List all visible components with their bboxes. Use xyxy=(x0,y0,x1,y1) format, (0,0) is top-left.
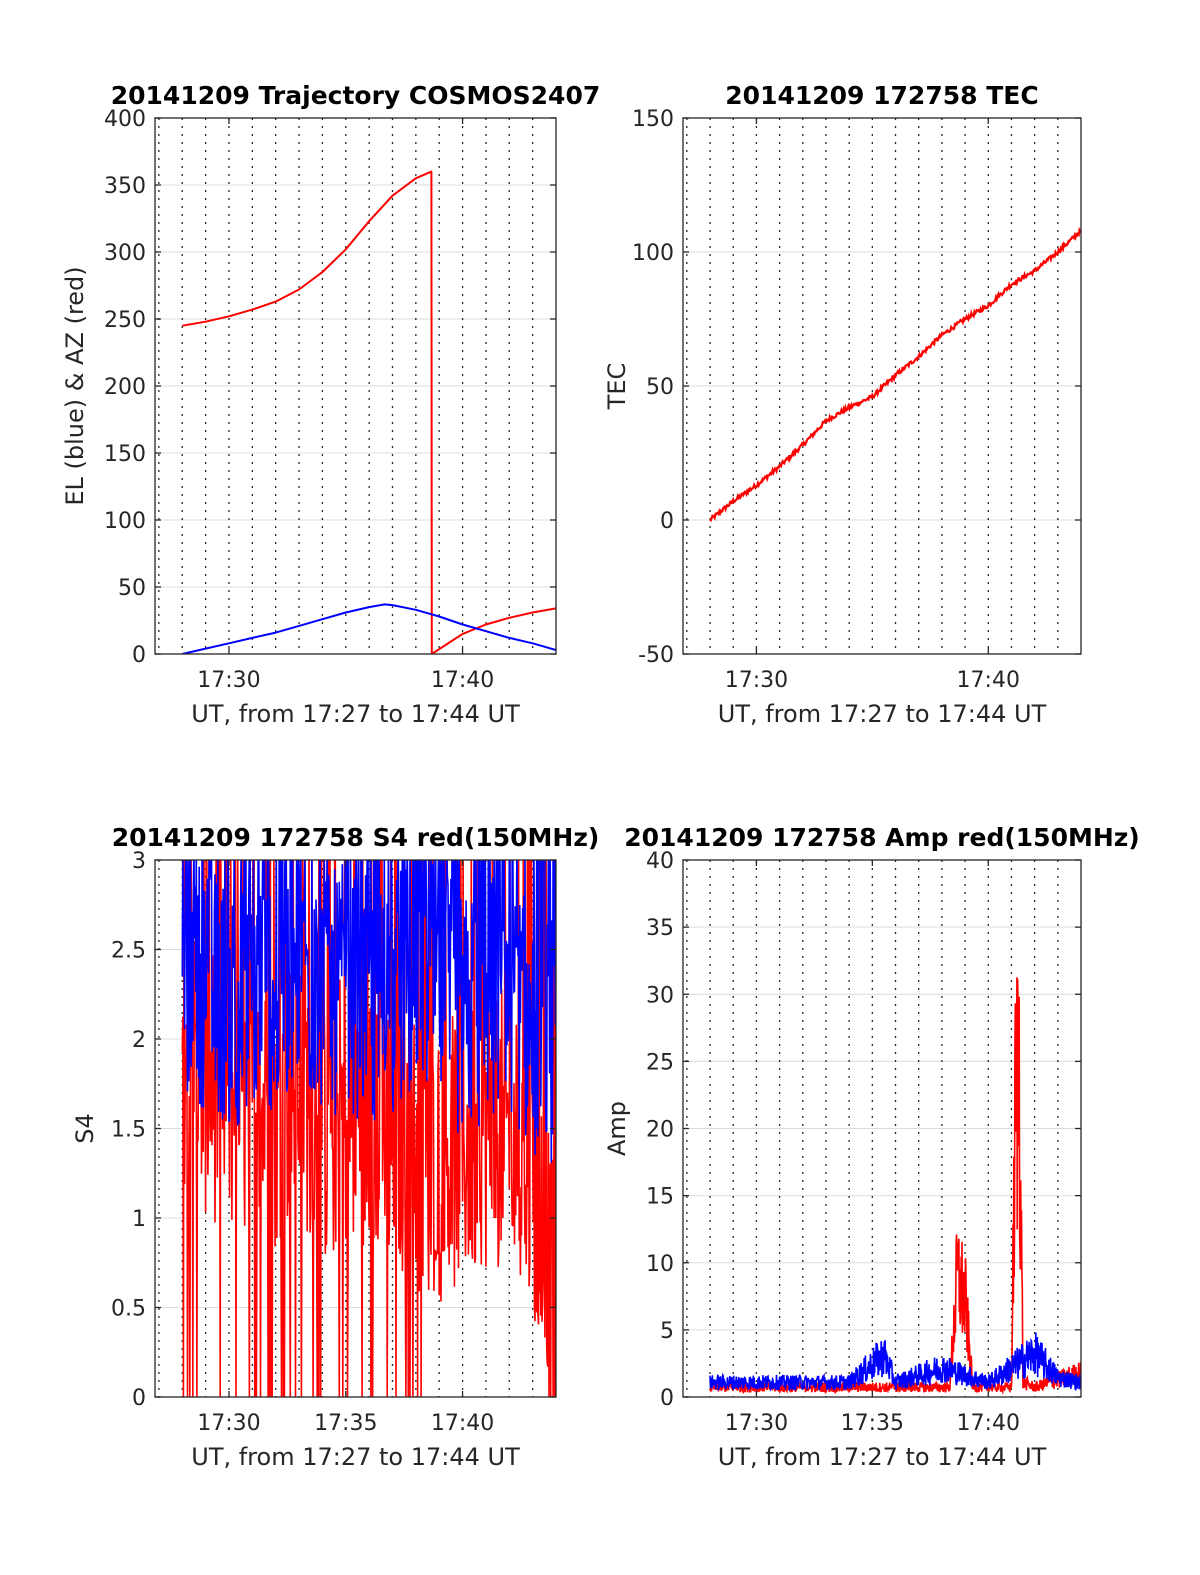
series-line xyxy=(182,170,556,654)
y-tick-label: 50 xyxy=(118,576,146,601)
y-axis-label: TEC xyxy=(603,363,631,411)
x-tick-label: 17:40 xyxy=(431,668,494,693)
series-line xyxy=(709,226,1081,523)
y-tick-label: 0 xyxy=(660,509,674,534)
series-line xyxy=(181,860,556,1163)
y-axis-label: S4 xyxy=(71,1113,99,1144)
y-tick-label: 0.5 xyxy=(111,1297,146,1322)
y-axis-label: Amp xyxy=(603,1101,631,1156)
plot-area xyxy=(181,860,556,1397)
chart-amp: 0 5 10 15 20 25 30 35 40 17:30 17:35 17:40 20141209 … xyxy=(603,823,1140,1471)
y-tick-label: 0 xyxy=(660,1386,674,1411)
y-tick-label: 1.5 xyxy=(111,1118,146,1143)
chart-tec: -50 0 50 100 150 17:30 17:40 20141209 172758 TE… xyxy=(603,81,1082,728)
x-tick-label: 17:35 xyxy=(841,1411,904,1436)
plot-area xyxy=(709,226,1081,523)
y-tick-label: 5 xyxy=(660,1319,674,1344)
y-tick-label: 25 xyxy=(646,1050,674,1075)
y-tick-label: 250 xyxy=(104,308,146,333)
x-tick-label: 17:30 xyxy=(197,1411,260,1436)
y-tick-label: 40 xyxy=(646,849,674,874)
plot-area xyxy=(709,977,1081,1395)
y-tick-label: 0 xyxy=(132,643,146,668)
x-tick-label: 17:40 xyxy=(431,1411,494,1436)
plot-area xyxy=(182,170,556,654)
chart-title: 20141209 172758 TEC xyxy=(725,81,1038,110)
y-tick-label: 3 xyxy=(132,849,146,874)
series-line xyxy=(709,1332,1081,1392)
y-tick-label: 30 xyxy=(646,983,674,1008)
y-tick-label: 0 xyxy=(132,1386,146,1411)
y-tick-label: 35 xyxy=(646,916,674,941)
y-tick-label: 2 xyxy=(132,1028,146,1053)
chart-s4: 0 0.5 1 1.5 2 2.5 3 17:30 17:35 17:40 20141209 172… xyxy=(71,823,599,1471)
x-tick-label: 17:30 xyxy=(197,668,260,693)
chart-title: 20141209 172758 S4 red(150MHz) xyxy=(112,823,600,852)
y-tick-label: 1 xyxy=(132,1207,146,1232)
y-tick-label: 15 xyxy=(646,1185,674,1210)
y-tick-label: 10 xyxy=(646,1252,674,1277)
x-tick-label: 17:35 xyxy=(314,1411,377,1436)
y-tick-label: 2.5 xyxy=(111,939,146,964)
x-axis-label: UT, from 17:27 to 17:44 UT xyxy=(191,1443,520,1471)
y-tick-label: 300 xyxy=(104,241,146,266)
chart-title: 20141209 Trajectory COSMOS2407 xyxy=(111,81,601,110)
x-tick-label: 17:30 xyxy=(725,668,788,693)
y-tick-label: 200 xyxy=(104,375,146,400)
y-tick-label: 150 xyxy=(632,107,674,132)
x-tick-label: 17:40 xyxy=(957,668,1020,693)
y-tick-label: -50 xyxy=(638,643,674,668)
x-axis-label: UT, from 17:27 to 17:44 UT xyxy=(718,1443,1047,1471)
y-tick-label: 350 xyxy=(104,174,146,199)
x-tick-label: 17:40 xyxy=(957,1411,1020,1436)
y-axis-label: EL (blue) & AZ (red) xyxy=(61,266,89,505)
x-axis-label: UT, from 17:27 to 17:44 UT xyxy=(718,700,1047,728)
y-tick-label: 20 xyxy=(646,1118,674,1143)
y-tick-label: 100 xyxy=(104,509,146,534)
y-tick-label: 150 xyxy=(104,442,146,467)
y-tick-label: 100 xyxy=(632,241,674,266)
y-tick-label: 400 xyxy=(104,107,146,132)
y-tick-label: 50 xyxy=(646,375,674,400)
chart-title: 20141209 172758 Amp red(150MHz) xyxy=(624,823,1140,852)
x-tick-label: 17:30 xyxy=(725,1411,788,1436)
chart-traj: 0 50 100 150 200 250 300 350 400 17:30 17:40 201412… xyxy=(61,81,600,728)
x-axis-label: UT, from 17:27 to 17:44 UT xyxy=(191,700,520,728)
series-line xyxy=(182,603,556,654)
